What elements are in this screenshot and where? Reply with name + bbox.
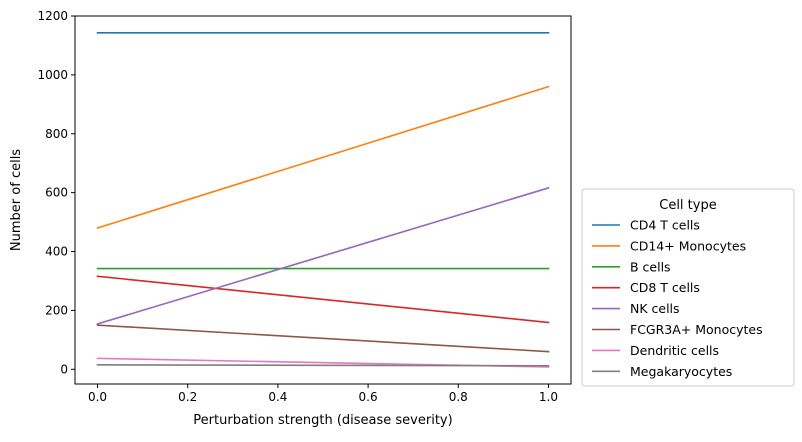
y-tick-label: 1200	[37, 9, 68, 23]
x-tick-label: 0.8	[449, 390, 468, 404]
y-axis: 0 200 400 600 800 1000 1200	[37, 9, 75, 376]
legend-label-megakaryocytes: Megakaryocytes	[630, 364, 732, 379]
legend-label-b-cells: B cells	[630, 259, 671, 274]
series-line-megakaryocytes	[96, 364, 550, 367]
legend-label-cd4-t-cells: CD4 T cells	[630, 218, 700, 233]
y-tick-label: 200	[45, 303, 68, 317]
legend-items: CD4 T cells CD14+ Monocytes B cells CD8 T c…	[592, 218, 763, 379]
x-tick-label: 0.0	[88, 390, 107, 404]
legend-label-dendritic-cells: Dendritic cells	[630, 343, 719, 358]
y-tick-label: 0	[60, 362, 68, 376]
legend-label-cd8-t-cells: CD8 T cells	[630, 280, 700, 295]
plot-lines	[96, 31, 550, 368]
legend-label-nk-cells: NK cells	[630, 301, 680, 316]
plot-area-frame	[74, 15, 572, 385]
x-axis-label: Perturbation strength (disease severity)	[193, 413, 452, 428]
series-line-cd14-monocytes	[96, 85, 550, 229]
y-tick-label: 600	[45, 186, 68, 200]
legend: Cell type CD4 T cells CD14+ Monocytes B ce…	[581, 188, 795, 387]
legend-label-fcgr3a-monocytes: FCGR3A+ Monocytes	[630, 322, 763, 337]
y-tick-label: 400	[45, 245, 68, 259]
y-tick-label: 1000	[37, 68, 68, 82]
x-axis: 0.0 0.2 0.4 0.6 0.8 1.0	[88, 384, 558, 404]
legend-frame	[581, 188, 795, 387]
legend-title: Cell type	[659, 198, 716, 213]
series-line-cd8-t-cells	[96, 275, 550, 324]
series-line-fcgr3a-monocytes	[96, 324, 550, 353]
x-tick-label: 1.0	[539, 390, 558, 404]
x-tick-label: 0.6	[359, 390, 378, 404]
y-tick-label: 800	[45, 127, 68, 141]
x-tick-label: 0.4	[268, 390, 287, 404]
y-axis-label: Number of cells	[9, 149, 24, 251]
series-line-nk-cells	[96, 186, 550, 325]
x-tick-label: 0.2	[178, 390, 197, 404]
legend-label-cd14-monocytes: CD14+ Monocytes	[630, 238, 746, 253]
